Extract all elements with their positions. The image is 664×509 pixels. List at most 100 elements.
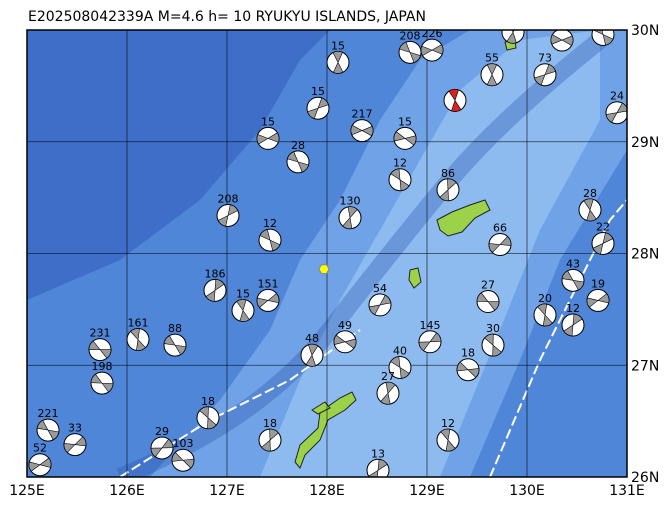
beachball bbox=[443, 88, 467, 112]
depth-label: 86 bbox=[441, 167, 455, 180]
beachball-quadrant bbox=[399, 41, 421, 63]
beachball-quadrant bbox=[439, 178, 457, 202]
beachball-quadrant bbox=[583, 198, 597, 222]
depth-label: 55 bbox=[555, 17, 569, 30]
beachball: 20 bbox=[533, 292, 557, 327]
lat-label: 29N bbox=[631, 135, 659, 151]
depth-label: 55 bbox=[485, 52, 499, 65]
depth-label: 52 bbox=[33, 442, 47, 455]
beachball-quadrant bbox=[199, 406, 217, 430]
lon-label: 130E bbox=[509, 483, 545, 499]
beachball-quadrant bbox=[287, 151, 309, 173]
beachball: 22 bbox=[591, 220, 615, 255]
beachball-quadrant bbox=[236, 299, 250, 322]
beachball-quadrant bbox=[350, 124, 374, 137]
beachball: 208 bbox=[398, 30, 422, 64]
beachball-quadrant bbox=[561, 270, 585, 291]
depth-label: 145 bbox=[420, 319, 441, 332]
beachball-quadrant bbox=[205, 279, 225, 302]
map-frame bbox=[26, 29, 628, 478]
beachball-quadrant bbox=[380, 381, 396, 405]
beachball: 52 bbox=[28, 442, 52, 477]
depth-label: 30 bbox=[486, 322, 500, 335]
beachball-quadrant bbox=[217, 204, 239, 227]
beachball-quadrant bbox=[393, 131, 417, 146]
beachball-quadrant bbox=[368, 294, 392, 316]
depth-label: 12 bbox=[441, 417, 455, 430]
beachball: 19 bbox=[586, 277, 610, 312]
depth-label: 49 bbox=[338, 319, 352, 332]
beachball-quadrant bbox=[130, 328, 146, 351]
depth-label: 15 bbox=[261, 115, 275, 128]
beachball-quadrant bbox=[256, 293, 280, 308]
beachball: 151 bbox=[256, 277, 280, 312]
depth-label: 12 bbox=[393, 157, 407, 170]
beachball: 54 bbox=[368, 282, 392, 317]
beachball: 15 bbox=[256, 115, 280, 150]
beachball-quadrant bbox=[586, 293, 610, 308]
beachball-quadrant bbox=[448, 89, 462, 112]
beachball-quadrant bbox=[333, 334, 357, 349]
beachball: 29 bbox=[150, 425, 174, 460]
beachball: 18 bbox=[258, 417, 282, 452]
beachball: 12 bbox=[258, 217, 282, 252]
beachball-quadrant bbox=[171, 451, 195, 469]
beachball-quadrant bbox=[605, 102, 627, 123]
depth-label: 15 bbox=[398, 115, 412, 128]
depth-label: 186 bbox=[205, 267, 226, 280]
beachball: 18 bbox=[456, 347, 480, 382]
beachball-quadrant bbox=[592, 232, 614, 255]
beachball-quadrant bbox=[305, 343, 319, 367]
beachball: 88 bbox=[163, 322, 187, 357]
beachball: 198 bbox=[90, 360, 114, 395]
depth-label: 27 bbox=[481, 279, 495, 292]
beachball-quadrant bbox=[390, 356, 410, 379]
depth-label: 12 bbox=[506, 9, 520, 22]
beachball: 27 bbox=[476, 279, 500, 314]
depth-label: 73 bbox=[538, 52, 552, 65]
depth-label: 43 bbox=[566, 257, 580, 270]
beachball: 103 bbox=[171, 437, 195, 472]
beachball: 226 bbox=[420, 27, 444, 62]
beachball: 28 bbox=[286, 139, 310, 174]
epicenter bbox=[318, 264, 330, 274]
beachball: 33 bbox=[63, 422, 87, 457]
lon-label: 128E bbox=[309, 483, 345, 499]
beachball-quadrant bbox=[256, 132, 280, 145]
beachball-quadrant bbox=[537, 303, 553, 327]
beachball: 15 bbox=[231, 287, 255, 322]
beachball: 15 bbox=[306, 85, 330, 120]
lon-label: 129E bbox=[409, 483, 445, 499]
beachball: 161 bbox=[126, 317, 150, 352]
beachball-quadrant bbox=[476, 292, 500, 311]
depth-label: 151 bbox=[258, 277, 279, 290]
depth-label: 221 bbox=[38, 407, 59, 420]
depth-label: 48 bbox=[305, 332, 319, 345]
depth-label: 40 bbox=[393, 344, 407, 357]
depth-label: 130 bbox=[340, 195, 361, 208]
beachball-quadrant bbox=[550, 34, 574, 46]
depth-label: 226 bbox=[422, 27, 443, 40]
beachball-quadrant bbox=[488, 236, 512, 253]
beachball: 43 bbox=[561, 257, 585, 292]
beachball-quadrant bbox=[63, 436, 87, 453]
depth-label: 33 bbox=[68, 422, 82, 435]
depth-label: 208 bbox=[218, 193, 239, 206]
beachball: 49 bbox=[333, 319, 357, 354]
beachball: 221 bbox=[36, 407, 60, 442]
beachball-quadrant bbox=[88, 340, 112, 359]
beachball: 12 bbox=[501, 9, 525, 44]
beachball-quadrant bbox=[90, 373, 114, 393]
beachball-quadrant bbox=[456, 361, 480, 378]
depth-label: 28 bbox=[291, 139, 305, 152]
beachball-quadrant bbox=[28, 457, 52, 472]
beachball-quadrant bbox=[440, 428, 456, 452]
beachball-quadrant bbox=[307, 97, 329, 119]
depth-label: 24 bbox=[610, 90, 624, 103]
lon-label: 125E bbox=[9, 483, 45, 499]
lon-label: 126E bbox=[109, 483, 145, 499]
beachball-quadrant bbox=[484, 333, 502, 357]
lat-label: 26N bbox=[631, 470, 659, 486]
bathymetry: 231 161 186 151 88 15 208 15 28 15 15 217 12 48 54 49 40… bbox=[27, 9, 627, 477]
